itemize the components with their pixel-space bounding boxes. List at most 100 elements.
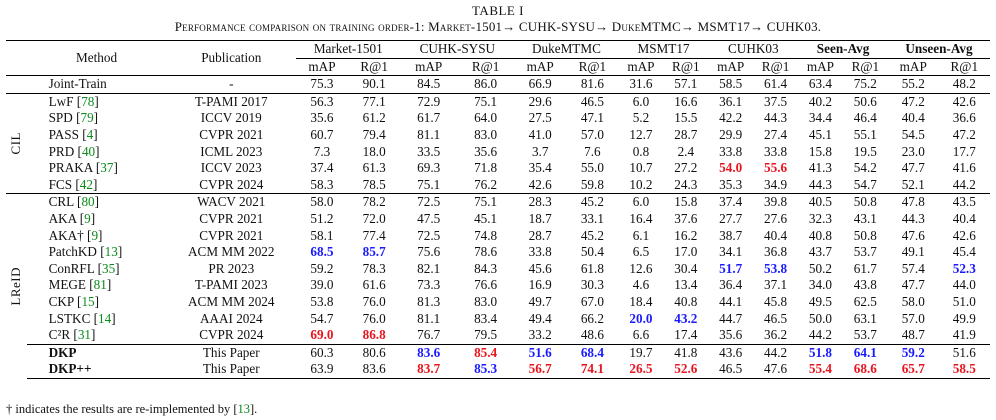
value-cell: 46.5 [566,92,619,111]
value-cell: 27.2 [674,160,698,176]
cil-row: SPD [79] ICCV 2019 35.6 61.2 61.7 64.0 27.5 47.… [6,110,990,127]
results-table: Method Publication Market-1501 CUHK-SYSU Duk… [6,39,990,379]
value-cell: 55.1 [853,126,877,142]
value-cell: 16.6 [663,92,709,111]
value-cell: 40.4 [952,210,976,226]
citation-link[interactable]: 9 [84,210,91,226]
value-cell: 57.0 [901,310,925,326]
value-cell: 17.0 [674,244,698,260]
value-cell: 51.6 [514,343,567,362]
publication-cell: CVPR 2021 [199,126,264,142]
citation-link[interactable]: 4 [86,126,94,142]
value-cell: 44.0 [952,277,976,293]
lreid-row: AKA† [9] CVPR 2021 58.1 77.4 72.5 74.8 28.7 45.… [6,228,990,245]
publication-cell: CVPR 2021 [199,210,264,226]
value-cell: 27.7 [719,210,743,226]
value-cell: 57.4 [901,260,925,276]
value-cell: 30.4 [674,260,698,276]
value-cell: 44.3 [901,210,925,226]
publication-cell: AAAI 2024 [199,310,263,326]
citation-link[interactable]: 37 [100,160,114,176]
value-cell: 34.0 [808,277,832,293]
value-cell: 55.2 [887,75,939,94]
method-header: Method [26,39,167,76]
value-cell: 78.2 [347,193,401,211]
value-cell: 83.0 [474,126,498,142]
value-cell: 51.0 [952,293,976,309]
citation-link[interactable]: 78 [81,93,95,109]
citation-link[interactable]: 42 [79,176,93,192]
value-cell: 83.4 [474,310,498,326]
value-cell: 52.3 [952,260,976,276]
value-cell: 72.5 [417,227,441,243]
value-cell: 46.4 [853,110,877,126]
value-cell: 10.7 [629,160,653,176]
value-cell: 18.7 [528,210,552,226]
publication-cell: ICCV 2023 [200,160,262,176]
citation-link[interactable]: 40 [81,143,96,159]
value-cell: 86.8 [362,327,386,343]
value-cell: 61.7 [417,110,441,126]
value-cell: 79.4 [362,126,386,142]
value-cell: 75.1 [456,92,515,111]
value-cell: 58.5 [938,361,990,379]
value-cell: 64.1 [842,343,888,362]
dataset-header: Unseen-Avg [887,40,990,59]
citation-link[interactable]: 31 [77,327,92,343]
value-cell: 20.0 [629,310,653,326]
method-cell: PatchKD [13] [48,244,123,260]
value-cell: 83.7 [400,361,457,379]
dataset-header: Seen-Avg [798,40,888,59]
value-cell: 34.9 [764,176,788,192]
value-cell: 18.4 [629,293,653,309]
value-cell: 49.5 [808,293,832,309]
value-cell: 7.3 [313,143,331,159]
cil-row: CIL LwF [78] T-PAMI 2017 56.3 77.1 72.9 75.1 29… [6,92,990,194]
citation-link[interactable]: 14 [98,310,112,326]
value-cell: 44.3 [808,176,832,192]
value-cell: 19.5 [853,143,877,159]
value-cell: 81.1 [417,310,441,326]
value-cell: 34.4 [808,110,832,126]
citation-link[interactable]: 81 [93,277,107,293]
publication-cell: CVPR 2024 [199,176,264,192]
value-cell: 63.9 [296,361,348,379]
value-cell: 52.6 [663,361,709,379]
metric-header: mAP [526,58,554,74]
value-cell: 48.7 [901,327,925,343]
value-cell: 54.7 [310,310,334,326]
citation-link[interactable]: 79 [80,110,94,126]
value-cell: 5.2 [632,110,650,126]
publication-cell: This Paper [166,343,297,362]
value-cell: 59.2 [310,260,334,276]
value-cell: 31.6 [618,75,664,94]
value-cell: 29.9 [719,126,743,142]
value-cell: 80.6 [347,343,401,362]
value-cell: 40.8 [808,227,832,243]
citation-link[interactable]: 35 [101,260,116,276]
value-cell: 18.0 [362,143,386,159]
value-cell: 4.6 [632,277,650,293]
metric-header: mAP [806,58,835,74]
value-cell: 51.7 [719,260,743,276]
metric-header: R@1 [471,58,500,74]
value-cell: 38.7 [719,227,743,243]
value-cell: 40.4 [901,110,925,126]
value-cell: 33.8 [719,143,743,159]
value-cell: 6.0 [618,92,664,111]
citation-link[interactable]: 80 [81,194,95,210]
citation-link[interactable]: 13 [104,244,118,260]
value-cell: 53.7 [853,327,877,343]
publication-cell: CVPR 2021 [199,227,264,243]
value-cell: 65.7 [887,361,939,379]
footnote-cite: 13 [237,402,251,416]
value-cell: 47.2 [952,126,976,142]
citation-link[interactable]: 15 [81,293,95,309]
value-cell: 33.1 [580,210,604,226]
value-cell: 47.7 [901,277,925,293]
group-col-header [6,39,27,76]
group-label: CIL [8,132,23,155]
publication-cell: T-PAMI 2023 [194,277,268,293]
value-cell: 44.3 [764,110,788,126]
citation-link[interactable]: 9 [91,227,99,243]
